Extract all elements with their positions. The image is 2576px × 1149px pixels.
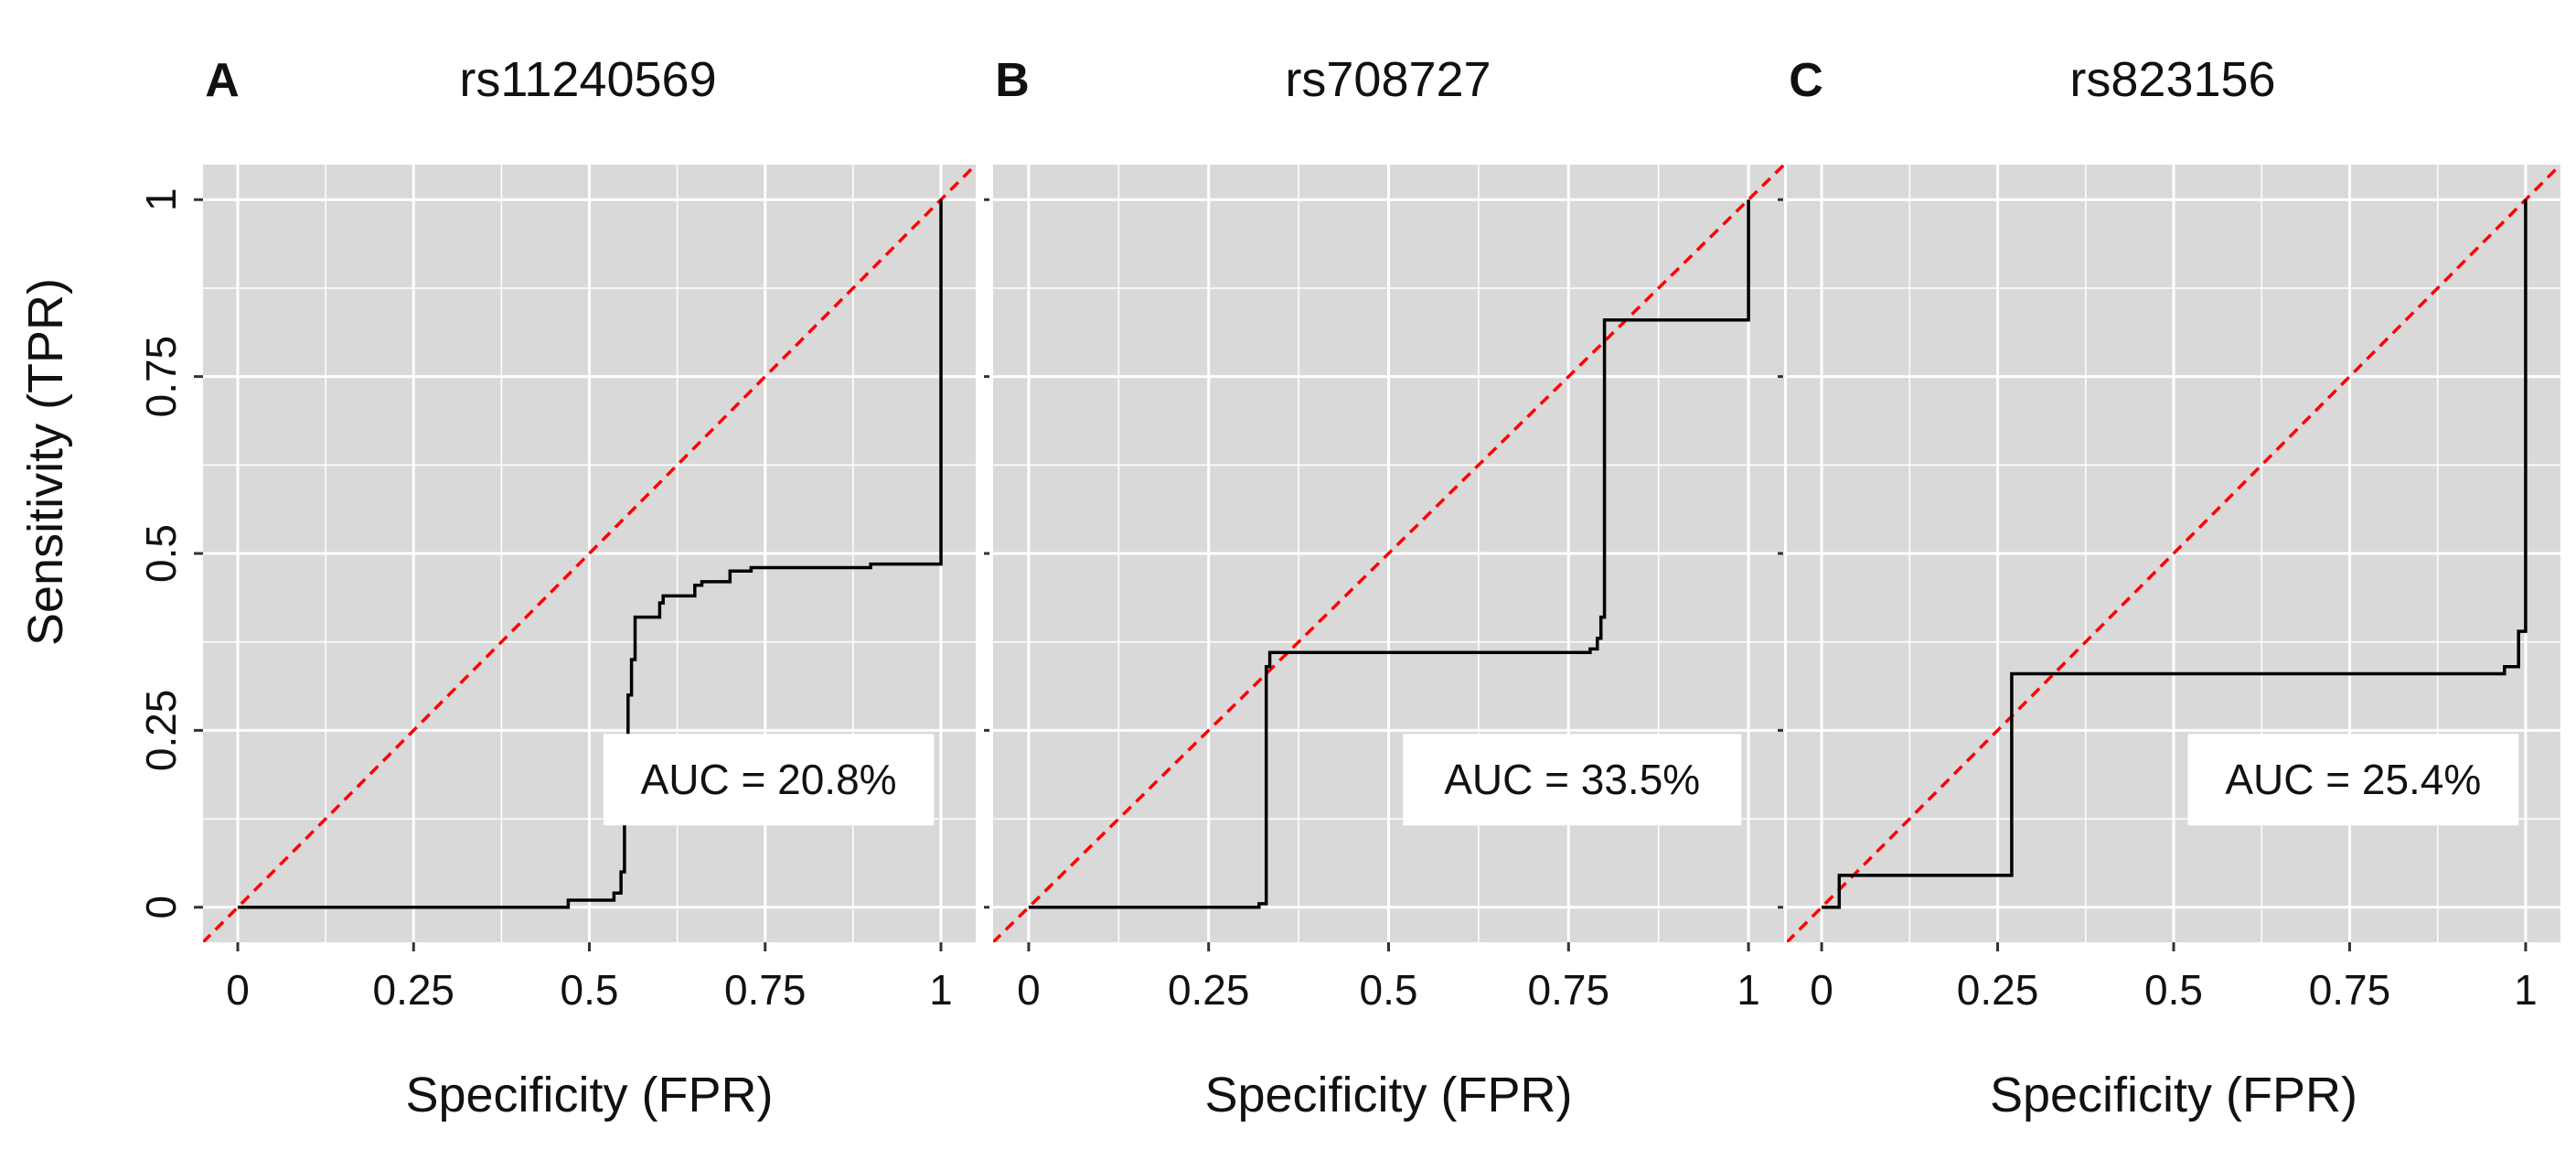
y-tick-label: 1 xyxy=(137,188,185,211)
x-tick-label: 0 xyxy=(1017,966,1041,1014)
grid xyxy=(1787,165,2560,942)
roc-curve-line xyxy=(238,199,943,909)
x-tick-label: 1 xyxy=(2514,966,2538,1014)
x-tick-label: 0.5 xyxy=(2144,966,2203,1014)
y-tick-label: 0.75 xyxy=(137,336,185,418)
x-tick-label: 0.5 xyxy=(1360,966,1418,1014)
x-tick-label: 0.75 xyxy=(724,966,807,1014)
y-tick-label: 0 xyxy=(137,896,185,919)
chance-diagonal-line xyxy=(1787,165,2560,942)
y-tick-label: 0.5 xyxy=(137,524,185,583)
panel-title: rs823156 xyxy=(2069,52,2275,107)
x-tick-label: 0.25 xyxy=(372,966,454,1014)
auc-label-box xyxy=(603,734,935,826)
roc-curve-line xyxy=(1822,199,2528,909)
roc-curve-line xyxy=(1028,199,1750,909)
x-tick-label: 0.5 xyxy=(561,966,619,1014)
plot-data xyxy=(1787,165,2560,942)
x-axis-title: Specificity (FPR) xyxy=(1204,1068,1572,1122)
y-axis-title: Sensitivity (TPR) xyxy=(18,278,73,646)
panel-title: rs708727 xyxy=(1285,52,1491,107)
x-tick-label: 0.75 xyxy=(1528,966,1610,1014)
chance-diagonal-line xyxy=(993,165,1784,942)
auc-label: AUC = 25.4% xyxy=(2225,756,2481,803)
auc-label-box xyxy=(1403,734,1742,826)
auc-label: AUC = 33.5% xyxy=(1444,756,1700,803)
panel-letter: B xyxy=(995,54,1030,107)
panel-title: rs11240569 xyxy=(459,52,716,107)
x-tick-label: 1 xyxy=(929,966,953,1014)
x-axis-title: Specificity (FPR) xyxy=(1990,1068,2357,1122)
x-tick-label: 0 xyxy=(226,966,250,1014)
x-tick-label: 1 xyxy=(1737,966,1760,1014)
x-tick-label: 0.75 xyxy=(2309,966,2391,1014)
plot-data xyxy=(203,165,976,942)
auc-label-box xyxy=(2187,734,2519,826)
plot-data xyxy=(993,165,1784,942)
panel-letter: A xyxy=(205,54,240,107)
x-tick-label: 0.25 xyxy=(1168,966,1250,1014)
x-tick-label: 0 xyxy=(1810,966,1833,1014)
auc-label: AUC = 20.8% xyxy=(641,756,897,803)
grid xyxy=(203,165,976,942)
x-axis-title: Specificity (FPR) xyxy=(405,1068,773,1122)
panel-letter: C xyxy=(1789,54,1823,107)
x-tick-label: 0.25 xyxy=(1957,966,2039,1014)
y-tick-label: 0.25 xyxy=(137,690,185,772)
